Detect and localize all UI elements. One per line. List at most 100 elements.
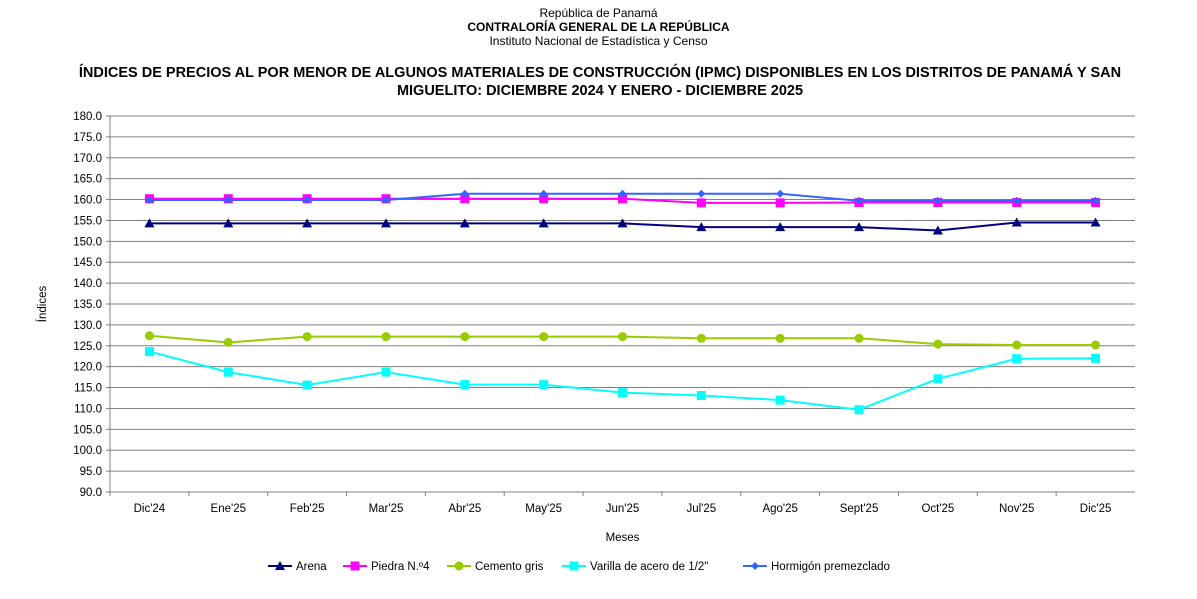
y-tick-label: 130.0: [73, 320, 102, 332]
x-tick-label: Abr'25: [448, 503, 481, 515]
y-tick-label: 175.0: [73, 132, 102, 144]
data-point: [618, 332, 627, 342]
data-point: [144, 218, 155, 228]
y-tick-label: 105.0: [73, 424, 102, 436]
y-tick-label: 120.0: [73, 362, 102, 374]
y-tick-label: 140.0: [73, 278, 102, 290]
data-point: [145, 195, 154, 204]
y-tick-label: 180.0: [73, 111, 102, 123]
y-tick-label: 95.0: [80, 466, 102, 478]
data-point: [1011, 217, 1022, 227]
series-line-3: [149, 350, 1096, 411]
legend-marker: [454, 561, 464, 571]
data-point: [933, 374, 943, 384]
data-point: [381, 195, 390, 204]
x-tick-label: Sept'25: [840, 503, 879, 515]
legend-label: Arena: [296, 561, 327, 573]
data-point: [380, 218, 391, 228]
data-point: [618, 388, 627, 398]
data-point: [302, 218, 313, 228]
y-tick-label: 100.0: [73, 445, 102, 457]
header-institute: Instituto Nacional de Estadística y Cens…: [489, 34, 708, 48]
data-point: [618, 194, 627, 204]
header-country: República de Panamá: [539, 6, 658, 20]
y-tick-label: 115.0: [74, 383, 102, 395]
y-tick-label: 90.0: [80, 487, 102, 499]
data-point: [144, 347, 154, 357]
data-point: [1091, 196, 1100, 205]
data-point: [381, 367, 391, 377]
data-point: [696, 390, 706, 400]
data-point: [303, 195, 312, 204]
data-point: [932, 225, 943, 235]
data-point: [854, 405, 864, 415]
data-point: [302, 380, 312, 390]
x-tick-label: Feb'25: [290, 503, 325, 515]
legend-label: Hormigón premezclado: [771, 561, 890, 573]
data-point: [223, 218, 234, 228]
y-axis-label: Índices: [36, 286, 49, 323]
x-axis-label: Meses: [606, 532, 640, 544]
data-point: [1090, 217, 1101, 227]
y-tick-label: 125.0: [73, 341, 102, 353]
data-point: [855, 196, 864, 205]
data-point: [617, 218, 628, 228]
y-tick-label: 135.0: [73, 299, 102, 311]
data-point: [539, 194, 549, 204]
data-point: [775, 222, 786, 232]
data-point: [775, 198, 785, 208]
legend-marker: [751, 562, 759, 570]
data-point: [223, 337, 233, 347]
data-point: [696, 198, 706, 208]
data-point: [775, 395, 785, 405]
y-tick-label: 165.0: [73, 174, 102, 186]
data-point: [933, 339, 943, 349]
x-tick-label: Oct'25: [921, 503, 954, 515]
data-point: [224, 195, 233, 204]
legend-label: Cemento gris: [475, 561, 544, 573]
data-point: [1012, 196, 1021, 205]
data-point: [539, 332, 549, 342]
data-point: [381, 332, 391, 342]
data-point: [539, 189, 548, 198]
chart-title: ÍNDICES DE PRECIOS AL POR MENOR DE ALGUN…: [78, 65, 1122, 99]
data-point: [854, 222, 865, 232]
y-tick-label: 110.0: [74, 403, 102, 415]
data-point: [618, 189, 627, 198]
data-point: [776, 189, 785, 198]
legend-marker: [275, 561, 285, 570]
data-point: [697, 189, 706, 198]
data-point: [144, 331, 154, 341]
legend-marker: [569, 561, 579, 571]
y-tick-label: 145.0: [73, 257, 102, 269]
data-point: [1012, 340, 1022, 350]
data-point: [696, 333, 706, 343]
y-tick-label: 155.0: [73, 215, 102, 227]
data-point: [1091, 340, 1101, 350]
x-tick-label: Dic'24: [134, 503, 166, 515]
legend-marker: [350, 561, 360, 571]
x-tick-label: Dic'25: [1080, 503, 1112, 515]
legend-label: Varilla de acero de 1/2": [590, 561, 708, 573]
data-point: [696, 222, 707, 232]
data-point: [1012, 354, 1022, 364]
x-tick-label: Jun'25: [606, 503, 640, 515]
data-point: [460, 380, 470, 390]
data-point: [460, 332, 470, 342]
data-point: [538, 218, 549, 228]
data-point: [854, 333, 864, 343]
data-point: [539, 380, 549, 390]
x-tick-label: Ene'25: [211, 503, 246, 515]
x-tick-label: Jul'25: [686, 503, 716, 515]
legend-label: Piedra N.º4: [371, 561, 430, 573]
data-point: [302, 332, 312, 342]
data-point: [460, 189, 469, 198]
header-institution: CONTRALORÍA GENERAL DE LA REPÚBLICA: [467, 20, 730, 34]
x-tick-label: May'25: [525, 503, 562, 515]
data-point: [460, 194, 470, 204]
x-tick-label: Nov'25: [999, 503, 1034, 515]
y-tick-label: 160.0: [73, 195, 102, 207]
x-tick-label: Ago'25: [762, 503, 797, 515]
